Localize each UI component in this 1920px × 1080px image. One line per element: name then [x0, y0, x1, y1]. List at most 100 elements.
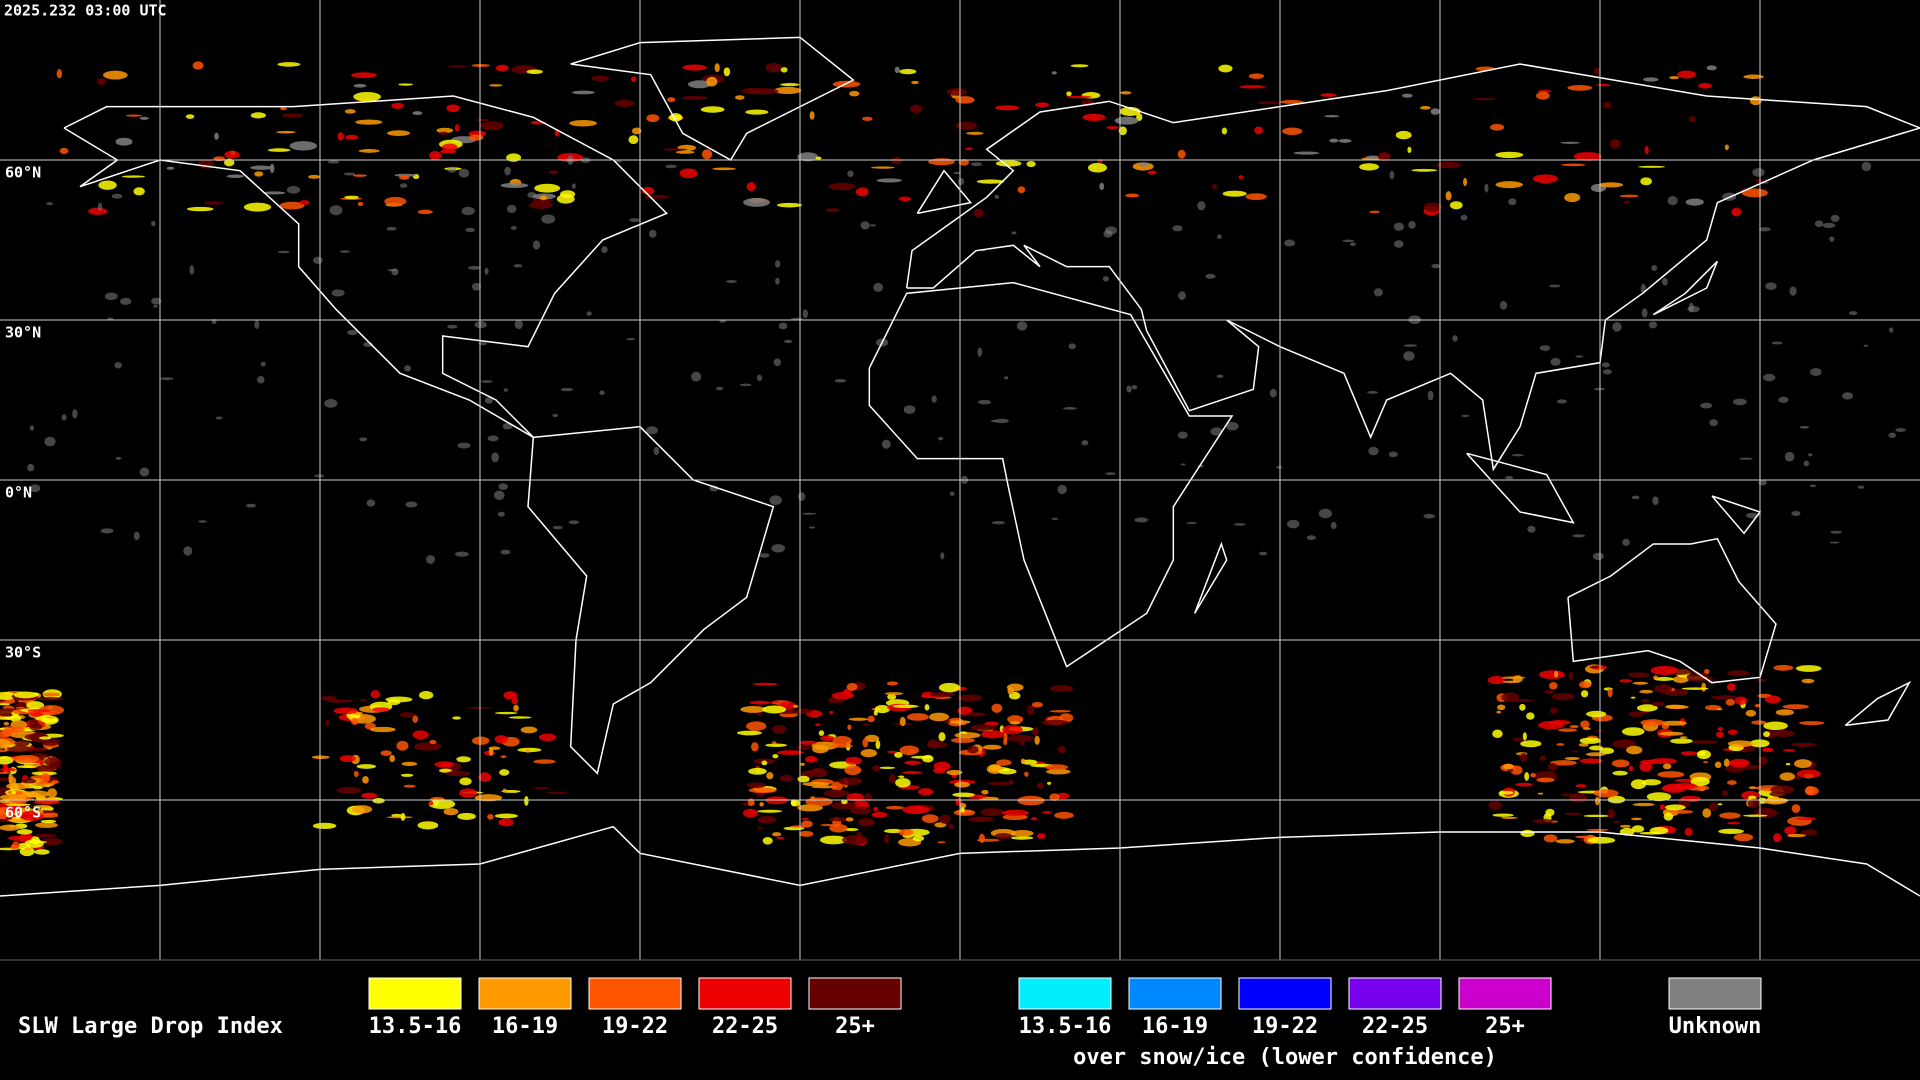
cloud-patch — [1239, 85, 1266, 89]
cloud-patch — [401, 761, 418, 767]
cloud-patch — [761, 760, 768, 766]
cloud-patch — [1575, 784, 1587, 788]
cloud-patch — [1669, 76, 1679, 80]
cloud-patch — [1126, 385, 1132, 393]
cloud-patch — [29, 484, 41, 493]
cloud-patch — [1697, 751, 1706, 756]
cloud-patch — [1800, 829, 1819, 836]
cloud-patch — [1063, 407, 1077, 410]
cloud-patch — [358, 149, 380, 153]
cloud-patch — [329, 205, 343, 216]
cloud-patch — [1701, 682, 1707, 692]
cloud-patch — [874, 705, 891, 714]
cloud-patch — [883, 834, 889, 844]
cloud-patch — [1495, 181, 1523, 189]
cloud-patch — [771, 544, 786, 553]
cloud-patch — [748, 787, 777, 794]
cloud-patch — [1758, 227, 1771, 232]
cloud-patch — [1032, 727, 1039, 737]
cloud-patch — [964, 712, 986, 717]
cloud-patch — [1318, 508, 1333, 519]
cloud-patch — [185, 114, 195, 119]
cloud-patch — [226, 174, 244, 179]
cloud-patch — [1731, 207, 1742, 217]
cloud-patch — [1003, 738, 1008, 746]
cloud-patch — [586, 311, 592, 316]
cloud-patch — [1564, 756, 1580, 761]
cloud-patch — [1791, 804, 1801, 813]
cloud-patch — [1555, 839, 1575, 844]
cloud-patch — [830, 744, 854, 748]
cloud-patch — [1463, 177, 1468, 187]
cloud-patch — [1403, 344, 1418, 347]
cloud-patch — [1245, 193, 1267, 201]
cloud-patch — [114, 361, 122, 369]
cloud-patch — [1752, 167, 1765, 177]
cloud-patch — [1677, 70, 1696, 79]
cloud-patch — [1848, 311, 1858, 316]
cloud-patch — [1772, 729, 1795, 737]
cloud-patch — [1570, 750, 1579, 753]
cloud-patch — [14, 740, 30, 747]
cloud-patch — [32, 785, 44, 790]
cloud-patch — [333, 707, 358, 715]
cloud-patch — [1653, 675, 1658, 680]
cloud-patch — [818, 730, 825, 736]
cloud-patch — [842, 835, 868, 845]
cloud-patch — [45, 716, 55, 719]
cloud-patch — [648, 229, 657, 238]
cloud-patch — [860, 749, 878, 758]
cloud-patch — [957, 694, 983, 702]
cloud-patch — [792, 704, 799, 708]
cloud-patch — [1527, 525, 1536, 533]
cloud-patch — [998, 768, 1017, 775]
cloud-patch — [1598, 182, 1624, 188]
cloud-patch — [1602, 369, 1612, 375]
cloud-patch — [1068, 343, 1076, 350]
cloud-patch — [1511, 453, 1524, 457]
cloud-patch — [829, 823, 848, 833]
cloud-patch — [289, 141, 318, 151]
cloud-patch — [748, 767, 767, 775]
cloud-patch — [24, 839, 44, 848]
cloud-patch — [160, 377, 174, 381]
cloud-patch — [352, 805, 373, 814]
cloud-patch — [1502, 680, 1520, 684]
cloud-patch — [1007, 734, 1034, 742]
cloud-patch — [1520, 829, 1535, 838]
cloud-patch — [1106, 126, 1119, 130]
cloud-patch — [1689, 115, 1696, 123]
cloud-patch — [762, 836, 773, 845]
cloud-patch — [1661, 277, 1668, 286]
cloud-patch — [873, 806, 879, 812]
cloud-patch — [1389, 170, 1395, 180]
cloud-patch — [1741, 188, 1768, 198]
cloud-patch — [1549, 284, 1561, 288]
graticule — [0, 0, 1920, 960]
cloud-patch — [1567, 85, 1593, 91]
cloud-patch — [691, 371, 702, 382]
cloud-patch — [1612, 322, 1622, 332]
cloud-patch — [546, 791, 568, 794]
cloud-patch — [139, 116, 149, 120]
cloud-patch — [1822, 222, 1836, 228]
cloud-patch — [41, 812, 59, 818]
cloud-patch — [1710, 695, 1738, 700]
cloud-patch — [2, 763, 9, 769]
cloud-patch — [1430, 108, 1440, 115]
cloud-patch — [924, 704, 930, 711]
cloud-patch — [325, 719, 330, 727]
cloud-patch — [940, 552, 945, 560]
cloud-patch — [1640, 177, 1653, 186]
cloud-patch — [357, 201, 364, 206]
cloud-patch — [780, 67, 788, 73]
cloud-patch — [1586, 710, 1607, 718]
cloud-patch — [795, 708, 812, 715]
cloud-patch — [628, 135, 639, 145]
cloud-patch — [1717, 727, 1724, 731]
cloud-patch — [489, 84, 503, 87]
cloud-patch — [104, 292, 118, 301]
cloud-patch — [801, 817, 809, 821]
cloud-patch — [1186, 522, 1198, 525]
